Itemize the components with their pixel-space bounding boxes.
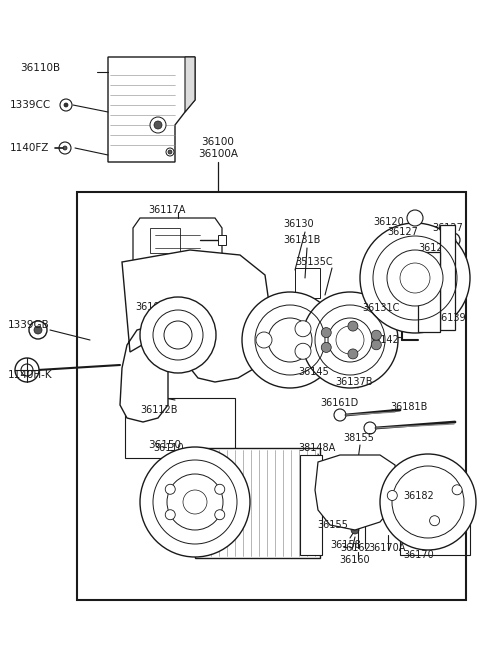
- Circle shape: [15, 358, 39, 382]
- Circle shape: [295, 321, 311, 337]
- Text: 36139: 36139: [435, 313, 466, 323]
- Circle shape: [166, 148, 174, 156]
- Circle shape: [168, 150, 172, 154]
- Circle shape: [348, 321, 358, 331]
- Text: 36158: 36158: [330, 540, 361, 550]
- Circle shape: [334, 409, 346, 421]
- Text: 36170A: 36170A: [368, 543, 406, 553]
- Text: 36170: 36170: [403, 550, 434, 560]
- Text: 36131C: 36131C: [362, 303, 400, 313]
- Text: 36155: 36155: [317, 520, 348, 530]
- Text: 36161D: 36161D: [320, 398, 358, 408]
- Circle shape: [140, 297, 216, 373]
- Text: 36160: 36160: [340, 555, 370, 565]
- Circle shape: [242, 292, 338, 388]
- Polygon shape: [108, 57, 195, 162]
- Circle shape: [372, 340, 381, 350]
- Circle shape: [380, 454, 476, 550]
- Circle shape: [364, 422, 376, 434]
- Circle shape: [34, 326, 42, 334]
- Circle shape: [452, 485, 462, 495]
- Text: 36117A: 36117A: [148, 205, 185, 215]
- Text: 1339CC: 1339CC: [10, 100, 51, 110]
- Bar: [218, 235, 226, 245]
- Circle shape: [150, 117, 166, 133]
- Bar: [195, 448, 320, 558]
- Text: 1140FZ: 1140FZ: [10, 143, 49, 153]
- Text: 36150: 36150: [148, 440, 181, 450]
- Circle shape: [407, 210, 423, 226]
- Circle shape: [328, 318, 372, 362]
- Circle shape: [447, 258, 461, 272]
- Text: 36127: 36127: [432, 223, 463, 233]
- Text: 38148A: 38148A: [298, 443, 335, 453]
- Circle shape: [360, 223, 470, 333]
- Text: 36130: 36130: [283, 219, 313, 229]
- Circle shape: [21, 364, 33, 376]
- Circle shape: [387, 250, 443, 306]
- Circle shape: [321, 328, 331, 338]
- Circle shape: [64, 103, 68, 107]
- Circle shape: [154, 121, 162, 129]
- Circle shape: [165, 510, 175, 520]
- Text: 38155: 38155: [343, 433, 374, 443]
- Circle shape: [29, 321, 47, 339]
- Text: 36142: 36142: [368, 335, 399, 345]
- Circle shape: [153, 310, 203, 360]
- Circle shape: [351, 526, 359, 534]
- Text: 1339GB: 1339GB: [8, 320, 50, 330]
- Polygon shape: [185, 57, 195, 112]
- Circle shape: [302, 292, 398, 388]
- Circle shape: [387, 491, 397, 501]
- Bar: [418, 252, 440, 332]
- Polygon shape: [315, 455, 398, 530]
- Bar: [295, 268, 320, 298]
- Polygon shape: [120, 250, 270, 422]
- Circle shape: [215, 484, 225, 494]
- Circle shape: [450, 237, 456, 243]
- Text: 36100: 36100: [202, 137, 234, 147]
- Text: 36182: 36182: [403, 491, 434, 501]
- Circle shape: [60, 99, 72, 111]
- Text: 36126: 36126: [418, 243, 449, 253]
- Bar: [125, 398, 235, 458]
- Bar: [400, 490, 470, 555]
- Bar: [150, 228, 180, 253]
- Circle shape: [451, 262, 457, 268]
- Circle shape: [59, 142, 71, 154]
- Text: 36162: 36162: [340, 543, 371, 553]
- Circle shape: [215, 510, 225, 520]
- Text: 36110B: 36110B: [20, 63, 60, 73]
- Text: 36127: 36127: [387, 227, 418, 237]
- Circle shape: [164, 321, 192, 349]
- Text: 35135C: 35135C: [295, 257, 333, 267]
- Circle shape: [321, 342, 331, 352]
- Text: 36145: 36145: [298, 367, 329, 377]
- Bar: [77, 192, 466, 600]
- Circle shape: [268, 318, 312, 362]
- Bar: [300, 455, 322, 555]
- Polygon shape: [440, 225, 455, 330]
- Text: 1140H-K: 1140H-K: [8, 370, 53, 380]
- Polygon shape: [133, 218, 222, 275]
- Circle shape: [295, 343, 311, 359]
- Circle shape: [165, 484, 175, 494]
- Circle shape: [348, 349, 358, 359]
- Circle shape: [140, 447, 250, 557]
- Circle shape: [63, 146, 67, 150]
- Text: 36131B: 36131B: [283, 235, 320, 245]
- Text: 36126: 36126: [415, 253, 446, 263]
- Text: 36143A: 36143A: [368, 300, 405, 310]
- Text: 36137B: 36137B: [335, 377, 372, 387]
- Text: 36181B: 36181B: [390, 402, 427, 412]
- Text: 36110: 36110: [153, 443, 184, 453]
- Circle shape: [430, 516, 440, 526]
- Text: 36120: 36120: [373, 217, 404, 227]
- Text: 36112B: 36112B: [140, 405, 178, 415]
- Text: 36102: 36102: [135, 302, 166, 312]
- Text: 36100A: 36100A: [198, 149, 238, 159]
- Circle shape: [372, 330, 381, 340]
- Circle shape: [446, 233, 460, 247]
- Circle shape: [256, 332, 272, 348]
